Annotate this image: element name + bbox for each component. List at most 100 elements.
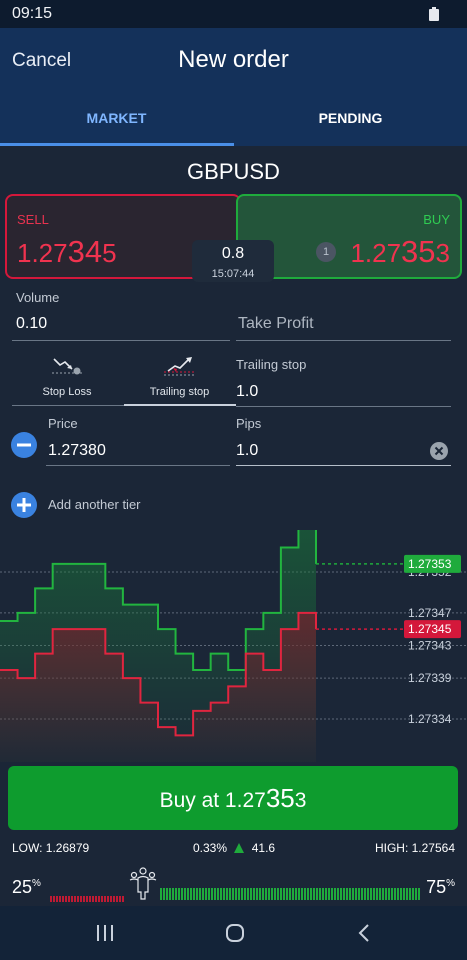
buy-sentiment-tick (349, 888, 351, 900)
buy-sentiment-tick (334, 888, 336, 900)
sell-sentiment-tick (62, 896, 64, 902)
buy-sentiment-tick (205, 888, 207, 900)
buy-sentiment-tick (178, 888, 180, 900)
buy-sentiment-tick (331, 888, 333, 900)
buy-sentiment-tick (235, 888, 237, 900)
sell-price: 1.27345 (17, 234, 117, 270)
buy-sentiment-tick (385, 888, 387, 900)
back-icon[interactable] (356, 923, 372, 943)
volume-label: Volume (16, 290, 59, 305)
buy-sentiment-tick (268, 888, 270, 900)
buy-sentiment-tick (286, 888, 288, 900)
buy-sentiment-tick (355, 888, 357, 900)
buy-sentiment-tick (202, 888, 204, 900)
sell-sentiment-tick (95, 896, 97, 902)
buy-sentiment-tick (313, 888, 315, 900)
clear-pips-button[interactable] (430, 442, 448, 460)
buy-sentiment-tick (172, 888, 174, 900)
add-tier-label[interactable]: Add another tier (48, 497, 141, 512)
buy-sentiment-tick (292, 888, 294, 900)
trailing-stop-underline (236, 406, 451, 407)
buy-sentiment-tick (220, 888, 222, 900)
buy-sentiment-tick (280, 888, 282, 900)
add-tier-button[interactable] (11, 492, 37, 518)
buy-sentiment-tick (304, 888, 306, 900)
tier-price-input[interactable]: 1.27380 (48, 442, 106, 460)
triangle-up-icon (234, 843, 244, 853)
buy-sentiment-tick (295, 888, 297, 900)
buy-label: BUY (423, 212, 450, 227)
stop-loss-icon (50, 356, 86, 378)
tab-trailing-stop[interactable]: Trailing stop (124, 352, 235, 406)
buy-sentiment-tick (196, 888, 198, 900)
sell-sentiment-tick (98, 896, 100, 902)
spread-time: 15:07:44 (192, 268, 274, 280)
buy-sentiment-tick (253, 888, 255, 900)
buy-sentiment-tick (340, 888, 342, 900)
sell-sentiment-tick (119, 896, 121, 902)
buy-sentiment-tick (226, 888, 228, 900)
buy-sentiment-tick (388, 888, 390, 900)
buy-sentiment-tick (247, 888, 249, 900)
buy-sentiment-tick (403, 888, 405, 900)
trailing-stop-tab-indicator (124, 404, 236, 406)
home-icon[interactable] (224, 922, 246, 944)
price-chart: 1.273521.273471.273431.273391.27334 1.27… (0, 530, 467, 762)
sell-sentiment-tick (53, 896, 55, 902)
tab-market[interactable]: MARKET (0, 110, 233, 126)
buy-sentiment-tick (328, 888, 330, 900)
sell-sentiment-tick (56, 896, 58, 902)
buy-sentiment-tick (394, 888, 396, 900)
buy-sentiment-tick (166, 888, 168, 900)
buy-sentiment-tick (238, 888, 240, 900)
buy-sentiment-tick (184, 888, 186, 900)
buy-sentiment-tick (274, 888, 276, 900)
buy-sentiment-tick (223, 888, 225, 900)
buy-sentiment: 75% (426, 877, 455, 898)
close-icon (430, 442, 448, 460)
symbol-title: GBPUSD (0, 159, 467, 185)
status-time: 09:15 (12, 5, 52, 23)
buy-sentiment-tick (415, 888, 417, 900)
buy-sentiment-tick (301, 888, 303, 900)
change-percent: 0.33% (193, 841, 227, 855)
buy-sentiment-tick (358, 888, 360, 900)
trailing-stop-input[interactable]: 1.0 (236, 383, 258, 401)
minus-icon (11, 432, 37, 458)
take-profit-input[interactable]: Take Profit (238, 315, 314, 333)
sentiment-bar (50, 866, 420, 906)
sell-sentiment-tick (104, 896, 106, 902)
buy-sentiment-tick (181, 888, 183, 900)
buy-sentiment-tick (322, 888, 324, 900)
buy-sentiment-tick (361, 888, 363, 900)
recent-apps-icon[interactable] (95, 924, 115, 942)
sell-sentiment-tick (77, 896, 79, 902)
buy-sentiment-tick (283, 888, 285, 900)
spread-indicator: 0.8 15:07:44 (192, 240, 274, 282)
sell-sentiment-tick (86, 896, 88, 902)
remove-tier-button[interactable] (11, 432, 37, 458)
trailing-stop-label: Trailing stop (236, 357, 306, 372)
buy-sentiment-tick (409, 888, 411, 900)
buy-sentiment-tick (397, 888, 399, 900)
buy-sentiment-tick (259, 888, 261, 900)
tab-pending[interactable]: PENDING (234, 110, 467, 126)
buy-sentiment-tick (373, 888, 375, 900)
y-tick-label: 1.27339 (408, 671, 452, 685)
buy-sentiment-tick (190, 888, 192, 900)
tab-stop-loss[interactable]: Stop Loss (12, 352, 122, 406)
status-bar: 09:15 (0, 0, 467, 28)
tier-pips-input[interactable]: 1.0 (236, 442, 258, 460)
buy-sentiment-tick (319, 888, 321, 900)
buy-price: 1.27353 (350, 234, 450, 270)
stop-loss-tab-label: Stop Loss (12, 386, 122, 398)
sell-sentiment-tick (65, 896, 67, 902)
tier-price-underline (46, 465, 230, 466)
sell-sentiment-tick (71, 896, 73, 902)
buy-sentiment-tick (343, 888, 345, 900)
buy-sentiment-tick (214, 888, 216, 900)
buy-sentiment-tick (256, 888, 258, 900)
buy-sentiment-tick (370, 888, 372, 900)
buy-submit-button[interactable]: Buy at 1.27353 (8, 766, 458, 830)
volume-input[interactable]: 0.10 (16, 315, 47, 333)
